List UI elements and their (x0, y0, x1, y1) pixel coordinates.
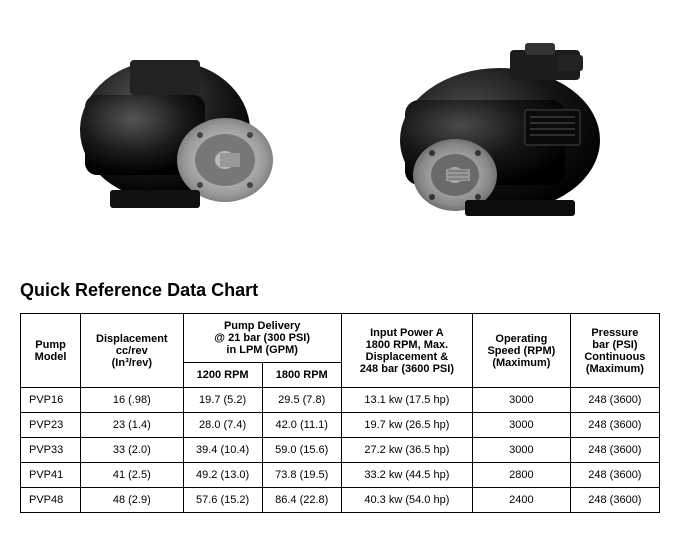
cell-speed: 2800 (473, 463, 571, 488)
product-images-row (20, 20, 660, 250)
cell-delivery-1800: 73.8 (19.5) (262, 463, 341, 488)
cell-model: PVP48 (21, 488, 81, 513)
cell-pressure: 248 (3600) (570, 413, 659, 438)
pump-image-right (370, 35, 630, 235)
pump-image-left (50, 35, 310, 235)
cell-delivery-1800: 29.5 (7.8) (262, 388, 341, 413)
table-row: PVP3333 (2.0)39.4 (10.4)59.0 (15.6)27.2 … (21, 438, 660, 463)
col-header-delivery: Pump Delivery @ 21 bar (300 PSI) in LPM … (183, 314, 341, 363)
cell-displacement: 48 (2.9) (81, 488, 183, 513)
cell-model: PVP33 (21, 438, 81, 463)
cell-speed: 3000 (473, 438, 571, 463)
cell-displacement: 41 (2.5) (81, 463, 183, 488)
col-header-pressure: Pressure bar (PSI) Continuous (Maximum) (570, 314, 659, 388)
table-row: PVP4848 (2.9)57.6 (15.2)86.4 (22.8)40.3 … (21, 488, 660, 513)
cell-speed: 2400 (473, 488, 571, 513)
cell-delivery-1800: 86.4 (22.8) (262, 488, 341, 513)
cell-delivery-1200: 49.2 (13.0) (183, 463, 262, 488)
col-subheader-1200rpm: 1200 RPM (183, 363, 262, 388)
cell-input-power: 19.7 kw (26.5 hp) (341, 413, 472, 438)
cell-input-power: 13.1 kw (17.5 hp) (341, 388, 472, 413)
col-header-model: Pump Model (21, 314, 81, 388)
cell-delivery-1200: 19.7 (5.2) (183, 388, 262, 413)
cell-pressure: 248 (3600) (570, 463, 659, 488)
cell-displacement: 33 (2.0) (81, 438, 183, 463)
cell-input-power: 33.2 kw (44.5 hp) (341, 463, 472, 488)
cell-delivery-1200: 28.0 (7.4) (183, 413, 262, 438)
cell-delivery-1800: 59.0 (15.6) (262, 438, 341, 463)
table-row: PVP2323 (1.4)28.0 (7.4)42.0 (11.1)19.7 k… (21, 413, 660, 438)
data-chart-table: Pump Model Displacement cc/rev (In³/rev)… (20, 313, 660, 513)
cell-delivery-1200: 39.4 (10.4) (183, 438, 262, 463)
table-body: PVP1616 (.98)19.7 (5.2)29.5 (7.8)13.1 kw… (21, 388, 660, 513)
table-row: PVP4141 (2.5)49.2 (13.0)73.8 (19.5)33.2 … (21, 463, 660, 488)
col-header-displacement: Displacement cc/rev (In³/rev) (81, 314, 183, 388)
table-row: PVP1616 (.98)19.7 (5.2)29.5 (7.8)13.1 kw… (21, 388, 660, 413)
chart-title: Quick Reference Data Chart (20, 280, 660, 301)
cell-model: PVP16 (21, 388, 81, 413)
cell-model: PVP41 (21, 463, 81, 488)
cell-pressure: 248 (3600) (570, 438, 659, 463)
cell-model: PVP23 (21, 413, 81, 438)
cell-pressure: 248 (3600) (570, 388, 659, 413)
cell-delivery-1200: 57.6 (15.2) (183, 488, 262, 513)
cell-delivery-1800: 42.0 (11.1) (262, 413, 341, 438)
col-subheader-1800rpm: 1800 RPM (262, 363, 341, 388)
cell-input-power: 40.3 kw (54.0 hp) (341, 488, 472, 513)
cell-pressure: 248 (3600) (570, 488, 659, 513)
cell-speed: 3000 (473, 413, 571, 438)
cell-input-power: 27.2 kw (36.5 hp) (341, 438, 472, 463)
col-header-input-power: Input Power A 1800 RPM, Max. Displacemen… (341, 314, 472, 388)
cell-displacement: 16 (.98) (81, 388, 183, 413)
col-header-speed: Operating Speed (RPM) (Maximum) (473, 314, 571, 388)
cell-speed: 3000 (473, 388, 571, 413)
cell-displacement: 23 (1.4) (81, 413, 183, 438)
